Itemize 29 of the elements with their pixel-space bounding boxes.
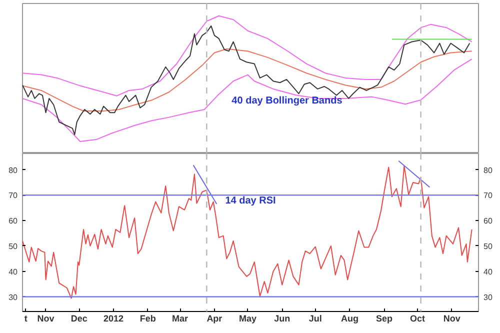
x-tick-label: May [238,314,256,324]
x-tick-label: Oct [410,314,425,324]
y-tick-label: 30 [8,292,18,302]
x-tick-label: Feb [140,314,156,324]
y2-tick-label: 70 [484,191,493,200]
x-tick-label: Sep [376,314,393,324]
y2-tick-label: 50 [484,242,493,251]
annotation: 14 day RSI [225,195,276,206]
y2-tick-label: 80 [484,166,493,175]
x-tick-label: Jul [308,314,322,324]
y2-tick-label: 60 [484,216,493,226]
line-series [22,165,472,299]
x-tick-label: t [24,314,28,324]
x-tick-label: Nov [443,314,460,324]
y2-tick-label: 30 [484,292,493,302]
y-tick-label: 50 [8,242,18,251]
annotation: 40 day Bollinger Bands [232,96,343,106]
y-tick-label: 40 [8,267,18,276]
y-tick-label: 60 [8,216,18,226]
x-tick-label: Nov [37,314,54,324]
x-tick-label: Dec [70,314,88,324]
y2-tick-label: 40 [484,267,493,276]
x-tick-label: Aug [341,314,359,324]
y-tick-label: 80 [8,166,18,175]
x-tick-label: Apr [206,314,223,324]
x-tick-label: Jun [274,314,290,324]
y-tick-label: 70 [8,191,18,200]
x-tick-label: 2012 [103,314,124,324]
x-tick-label: Mar [172,314,189,324]
